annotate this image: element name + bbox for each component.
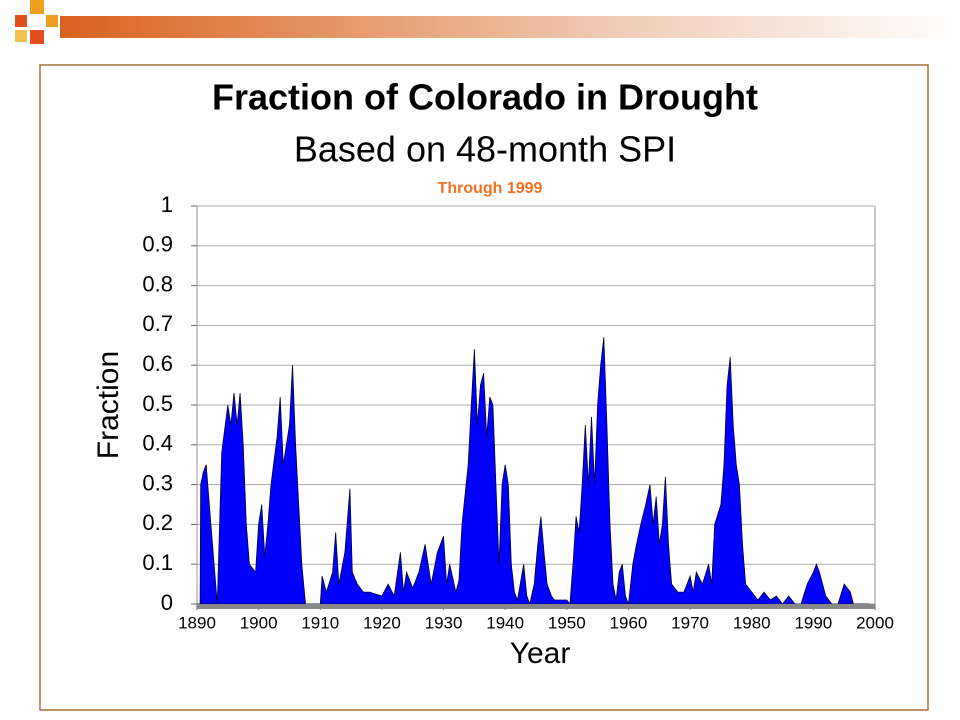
decor bbox=[30, 30, 44, 44]
x-tick-label: 2000 bbox=[856, 613, 894, 632]
x-tick-label: 1890 bbox=[178, 613, 216, 632]
y-tick-label: 0.5 bbox=[142, 391, 173, 416]
x-tick-label: 1950 bbox=[548, 613, 586, 632]
x-tick-label: 1960 bbox=[610, 613, 648, 632]
y-tick-label: 0.4 bbox=[142, 431, 173, 456]
y-tick-label: 1 bbox=[161, 192, 173, 217]
x-axis-label: Year bbox=[510, 637, 571, 670]
decor bbox=[30, 0, 44, 14]
y-tick-label: 0.8 bbox=[142, 271, 173, 296]
x-tick-label: 1910 bbox=[301, 613, 339, 632]
x-tick-label: 1930 bbox=[425, 613, 463, 632]
x-tick-label: 1980 bbox=[733, 613, 771, 632]
y-tick-label: 0.6 bbox=[142, 351, 173, 376]
y-tick-label: 0.9 bbox=[142, 232, 173, 257]
decor bbox=[15, 15, 27, 27]
x-tick-label: 1920 bbox=[363, 613, 401, 632]
chart-title: Fraction of Colorado in Drought bbox=[212, 77, 758, 118]
decor bbox=[46, 15, 58, 27]
x-tick-label: 1900 bbox=[240, 613, 278, 632]
y-tick-label: 0.3 bbox=[142, 470, 173, 495]
y-tick-label: 0.1 bbox=[142, 550, 173, 575]
x-tick-label: 1970 bbox=[671, 613, 709, 632]
y-axis-label: Fraction bbox=[92, 351, 125, 459]
y-tick-label: 0 bbox=[161, 590, 173, 615]
x-tick-label: 1990 bbox=[794, 613, 832, 632]
decor bbox=[15, 30, 27, 42]
annotation: Through 1999 bbox=[438, 180, 543, 197]
y-tick-label: 0.7 bbox=[142, 311, 173, 336]
frame bbox=[39, 64, 929, 711]
x-tick-label: 1940 bbox=[486, 613, 524, 632]
top-bar bbox=[60, 16, 960, 38]
y-tick-label: 0.2 bbox=[142, 510, 173, 535]
x-axis-band bbox=[197, 604, 875, 609]
chart-subtitle: Based on 48-month SPI bbox=[294, 129, 676, 170]
